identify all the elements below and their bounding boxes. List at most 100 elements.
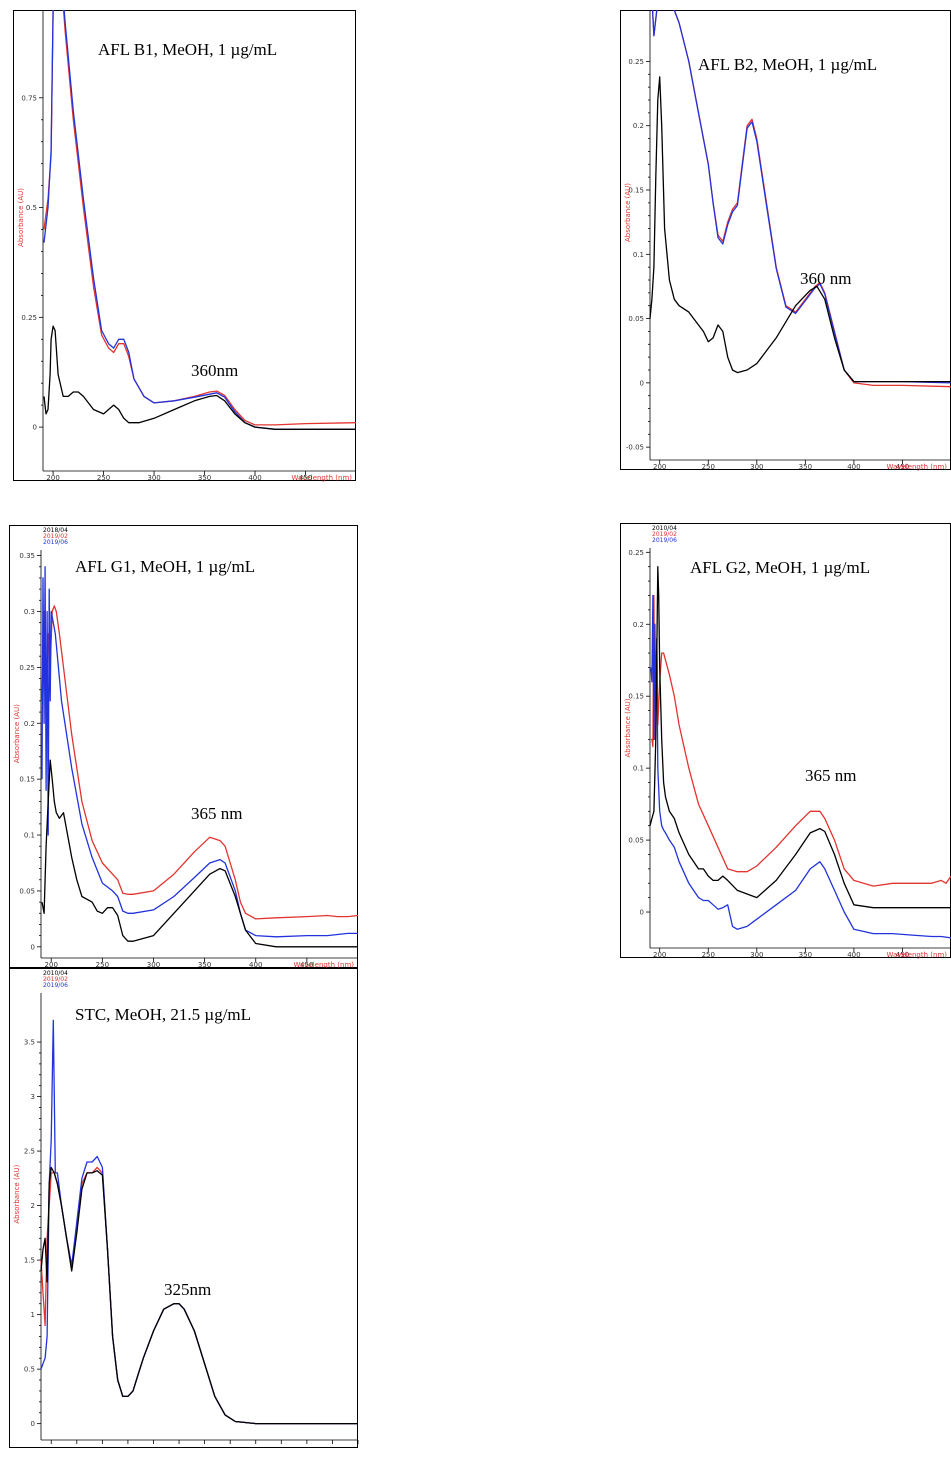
chart-panel-afl-g1: 0 0.05 0.1 0.15 0.2 0.25 0.3 0.35 200 250 300 350 40… <box>9 525 358 969</box>
series-line-black <box>43 325 356 430</box>
peak-annotation: 360nm <box>191 361 238 380</box>
series-line-black <box>41 759 358 948</box>
x-tick-label: 250 <box>702 463 715 471</box>
y-tick-label: 0.1 <box>24 832 35 840</box>
x-tick-label: 250 <box>702 951 715 959</box>
x-tick-label: 400 <box>249 961 262 969</box>
y-axis-label: Absorbance (AU) <box>17 188 25 247</box>
x-tick-label: 450 <box>299 474 312 482</box>
x-tick-label: 300 <box>750 463 763 471</box>
x-tick-label: 350 <box>799 951 812 959</box>
y-tick-label: 1 <box>31 1311 35 1319</box>
y-tick-label: 0 <box>640 379 644 387</box>
plot-frame <box>620 10 951 470</box>
series-line-blue <box>43 10 356 430</box>
x-tick-label: 250 <box>96 961 109 969</box>
y-tick-label: 0.2 <box>633 122 644 130</box>
x-tick-label: 300 <box>147 961 160 969</box>
series-line-black <box>649 566 951 909</box>
legend-entry: 2010/04 <box>43 970 68 977</box>
peak-annotation: 360 nm <box>800 269 851 288</box>
chart-panel-afl-g2: 0 0.05 0.1 0.15 0.2 0.25 200 250 300 350 400 450 Wav… <box>620 523 951 959</box>
y-tick-label: 0.35 <box>19 552 35 560</box>
chart-title: AFL G2, MeOH, 1 µg/mL <box>690 558 870 577</box>
y-tick-label: 0.75 <box>21 94 37 102</box>
series-line-red <box>651 594 951 887</box>
plot-frame <box>620 523 951 958</box>
chart-svg: -0.05 0 0.05 0.1 0.15 0.2 0.25 200 250 300 350 400 4… <box>620 10 951 471</box>
y-tick-label: 2 <box>31 1202 35 1210</box>
chart-panel-afl-b2: -0.05 0 0.05 0.1 0.15 0.2 0.25 200 250 300 350 400 4… <box>620 10 951 471</box>
y-tick-label: 0.15 <box>628 693 644 701</box>
legend-entry: 2019/06 <box>43 539 68 546</box>
y-tick-label: 3.5 <box>24 1039 35 1047</box>
legend-entry: 2019/02 <box>43 533 68 540</box>
y-tick-label: 0.15 <box>628 187 644 195</box>
y-tick-label: 2.5 <box>24 1148 35 1156</box>
x-tick-label: 300 <box>147 474 160 482</box>
y-axis-label: Absorbance (AU) <box>624 183 632 242</box>
y-tick-label: -0.05 <box>626 444 644 452</box>
series-line-blue <box>651 10 951 384</box>
x-tick-label: 450 <box>896 951 909 959</box>
chart-svg: 0 0.25 0.5 0.75 200 250 300 350 400 450Wavelength… <box>13 10 356 482</box>
y-tick-label: 0.5 <box>24 1366 35 1374</box>
plot-frame <box>13 10 356 481</box>
x-tick-label: 300 <box>750 951 763 959</box>
x-tick-label: 350 <box>198 474 211 482</box>
x-axis-label: Wavelength (nm) <box>887 951 948 959</box>
chart-svg: 0 0.05 0.1 0.15 0.2 0.25 200 250 300 350 400 450Wav… <box>620 523 951 959</box>
chart-title: AFL G1, MeOH, 1 µg/mL <box>75 557 255 576</box>
x-axis-label: Wavelength (nm) <box>292 474 353 482</box>
x-tick-label: 400 <box>847 951 860 959</box>
y-tick-label: 0.5 <box>26 204 37 212</box>
legend-entry: 2018/04 <box>43 527 68 534</box>
legend-entry: 2019/02 <box>43 976 68 983</box>
x-tick-label: 200 <box>653 951 666 959</box>
y-tick-label: 1.5 <box>24 1257 35 1265</box>
y-axis-label: Absorbance (AU) <box>13 1164 21 1223</box>
x-tick-label: 350 <box>198 961 211 969</box>
y-tick-label: 0 <box>31 1420 35 1428</box>
chart-title: AFL B1, MeOH, 1 µg/mL <box>98 40 277 59</box>
y-tick-label: 0.1 <box>633 765 644 773</box>
y-tick-label: 0.3 <box>24 608 35 616</box>
x-tick-label: 200 <box>45 961 58 969</box>
y-tick-label: 0.15 <box>19 776 35 784</box>
x-tick-label: 450 <box>300 961 313 969</box>
y-tick-label: 0.05 <box>628 837 644 845</box>
peak-annotation: 365 nm <box>191 804 242 823</box>
y-tick-label: 0 <box>33 424 37 432</box>
plot-frame <box>9 968 358 1448</box>
chart-svg: 0 0.05 0.1 0.15 0.2 0.25 0.3 0.35 200 250 300 350 40… <box>9 525 358 969</box>
series-line-red <box>43 10 356 426</box>
y-axis-label: Absorbance (AU) <box>624 698 632 757</box>
y-tick-label: 0.25 <box>628 549 644 557</box>
y-tick-label: 0.25 <box>628 58 644 66</box>
y-tick-label: 0.1 <box>633 251 644 259</box>
x-axis-label: Wavelength (nm) <box>887 463 948 471</box>
y-tick-label: 0.25 <box>21 314 37 322</box>
y-axis-label: Absorbance (AU) <box>13 704 21 763</box>
y-tick-label: 0.2 <box>24 720 35 728</box>
chart-panel-afl-b1: 0 0.25 0.5 0.75 200 250 300 350 400 450 Wavelength… <box>13 10 356 482</box>
series-line-red <box>41 605 358 920</box>
legend-entry: 2010/04 <box>652 525 677 532</box>
x-tick-label: 200 <box>653 463 666 471</box>
peak-annotation: 365 nm <box>805 766 856 785</box>
x-tick-label: 400 <box>248 474 261 482</box>
y-tick-label: 0 <box>31 943 35 951</box>
plot-frame <box>9 525 358 968</box>
x-tick-label: 350 <box>799 463 812 471</box>
legend-entry: 2019/06 <box>43 982 68 989</box>
series-line-blue <box>650 594 951 939</box>
y-tick-label: 0.05 <box>19 887 35 895</box>
y-tick-label: 0 <box>640 909 644 917</box>
peak-annotation: 325nm <box>164 1280 211 1299</box>
series-line-black <box>649 76 951 383</box>
x-tick-label: 400 <box>847 463 860 471</box>
x-tick-label: 250 <box>97 474 110 482</box>
x-axis-label: Wavelength (nm) <box>294 961 355 969</box>
y-tick-label: 3 <box>31 1093 35 1101</box>
